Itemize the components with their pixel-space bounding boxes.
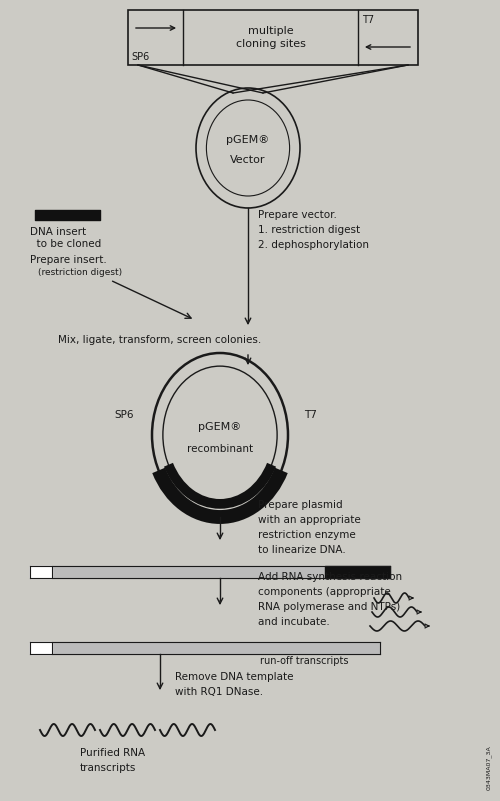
Text: pGEM®: pGEM® bbox=[226, 135, 270, 145]
Text: Prepare insert.: Prepare insert. bbox=[30, 255, 107, 265]
Text: pGEM®: pGEM® bbox=[198, 422, 242, 432]
Text: Vector: Vector bbox=[230, 155, 266, 165]
Text: Remove DNA template: Remove DNA template bbox=[175, 672, 294, 682]
Text: 1. restriction digest: 1. restriction digest bbox=[258, 225, 360, 235]
Ellipse shape bbox=[152, 353, 288, 517]
Ellipse shape bbox=[206, 100, 290, 196]
Text: RNA polymerase and NTPs): RNA polymerase and NTPs) bbox=[258, 602, 400, 612]
Text: Prepare vector.: Prepare vector. bbox=[258, 210, 337, 220]
Text: with RQ1 DNase.: with RQ1 DNase. bbox=[175, 687, 263, 697]
Text: multiple
cloning sites: multiple cloning sites bbox=[236, 26, 306, 49]
Text: with an appropriate: with an appropriate bbox=[258, 515, 361, 525]
Text: components (appropriate: components (appropriate bbox=[258, 587, 391, 597]
Text: restriction enzyme: restriction enzyme bbox=[258, 530, 356, 540]
Text: SP6: SP6 bbox=[131, 52, 149, 62]
Text: Mix, ligate, transform, screen colonies.: Mix, ligate, transform, screen colonies. bbox=[58, 335, 261, 345]
Text: Purified RNA: Purified RNA bbox=[80, 748, 145, 758]
Text: and incubate.: and incubate. bbox=[258, 617, 330, 627]
Bar bbox=[128, 10, 418, 65]
Text: to be cloned: to be cloned bbox=[30, 239, 101, 249]
Ellipse shape bbox=[163, 366, 277, 504]
Ellipse shape bbox=[196, 88, 300, 208]
Text: (restriction digest): (restriction digest) bbox=[38, 268, 122, 277]
Text: T7: T7 bbox=[362, 15, 374, 25]
Text: 2. dephosphorylation: 2. dephosphorylation bbox=[258, 240, 369, 250]
Text: to linearize DNA.: to linearize DNA. bbox=[258, 545, 346, 555]
Text: run-off transcripts: run-off transcripts bbox=[260, 656, 348, 666]
Text: 0343MA07_3A: 0343MA07_3A bbox=[486, 745, 492, 790]
Text: recombinant: recombinant bbox=[187, 444, 253, 454]
Text: DNA insert: DNA insert bbox=[30, 227, 86, 237]
Text: transcripts: transcripts bbox=[80, 763, 136, 773]
Text: Add RNA synthesis reaction: Add RNA synthesis reaction bbox=[258, 572, 402, 582]
Text: T7: T7 bbox=[304, 410, 316, 420]
Text: SP6: SP6 bbox=[114, 410, 134, 420]
Text: Prepare plasmid: Prepare plasmid bbox=[258, 500, 342, 510]
